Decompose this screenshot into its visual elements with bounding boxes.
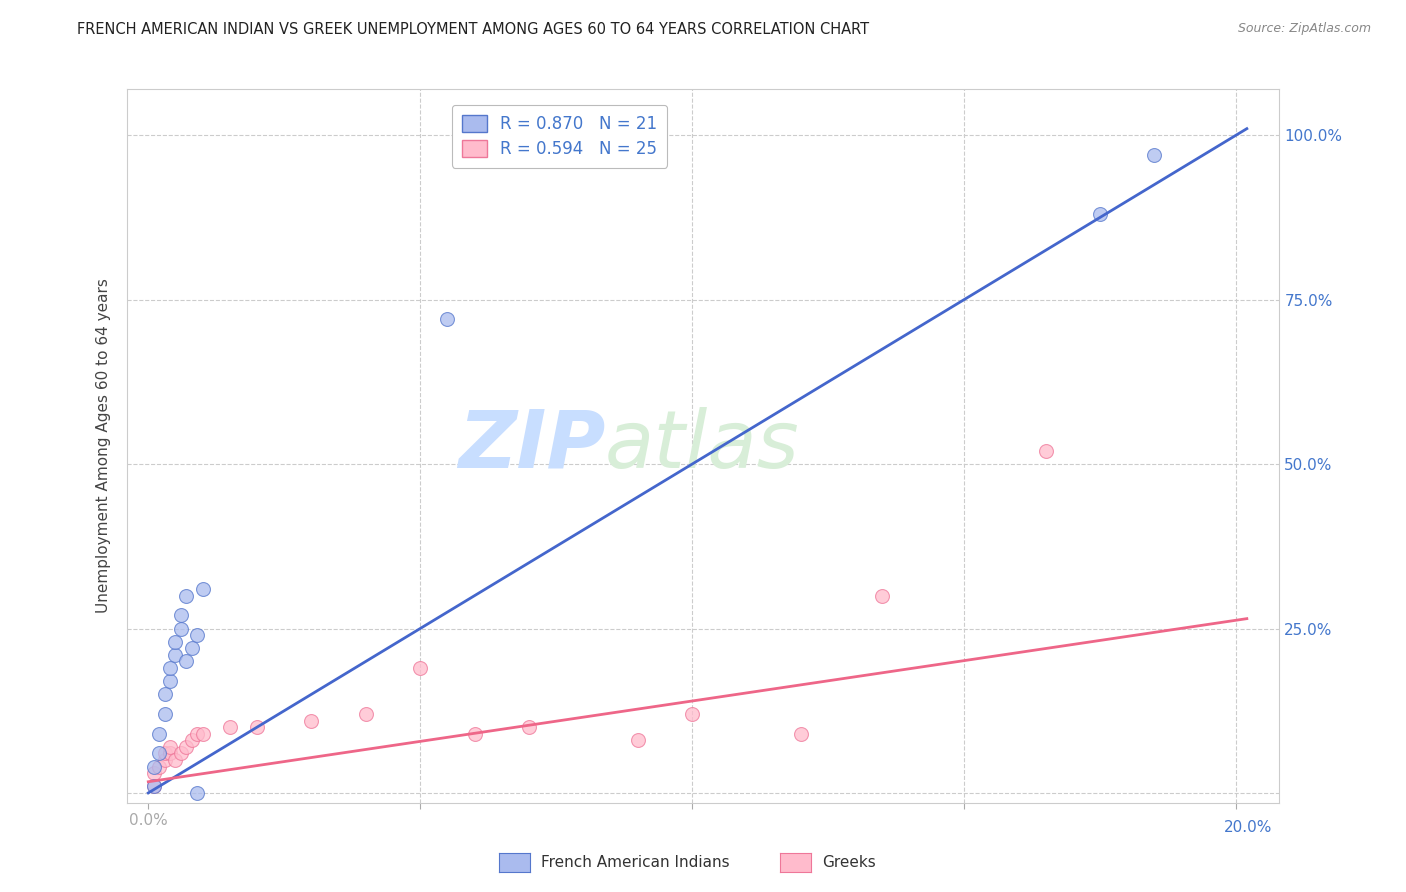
Point <box>436 312 458 326</box>
Point <box>354 706 377 721</box>
Point <box>1143 148 1166 162</box>
Point <box>176 739 198 754</box>
Point <box>1035 444 1057 458</box>
Point <box>191 582 214 596</box>
Point <box>159 739 181 754</box>
Point <box>246 720 269 734</box>
Point <box>142 780 165 794</box>
Point <box>148 727 170 741</box>
Point <box>1088 207 1111 221</box>
Point <box>517 720 540 734</box>
Point <box>153 747 176 761</box>
Point <box>153 753 176 767</box>
Point <box>627 733 650 747</box>
Y-axis label: Unemployment Among Ages 60 to 64 years: Unemployment Among Ages 60 to 64 years <box>96 278 111 614</box>
Text: 20.0%: 20.0% <box>1225 821 1272 835</box>
Point <box>186 727 208 741</box>
Point <box>148 759 170 773</box>
Point <box>790 727 813 741</box>
Text: FRENCH AMERICAN INDIAN VS GREEK UNEMPLOYMENT AMONG AGES 60 TO 64 YEARS CORRELATI: FRENCH AMERICAN INDIAN VS GREEK UNEMPLOY… <box>77 22 869 37</box>
Point <box>180 641 202 656</box>
Point <box>191 727 214 741</box>
Point <box>148 747 170 761</box>
Point <box>176 654 198 668</box>
Point <box>186 786 208 800</box>
Point <box>218 720 240 734</box>
Point <box>153 706 176 721</box>
Text: Greeks: Greeks <box>823 855 876 870</box>
Point <box>165 753 187 767</box>
Point <box>301 714 323 728</box>
Text: Source: ZipAtlas.com: Source: ZipAtlas.com <box>1237 22 1371 36</box>
Point <box>464 727 486 741</box>
Point <box>170 622 193 636</box>
Point <box>170 608 193 623</box>
Point <box>159 674 181 689</box>
Text: ZIP: ZIP <box>457 407 605 485</box>
Point <box>176 589 198 603</box>
Point <box>165 648 187 662</box>
Point <box>186 628 208 642</box>
Point <box>409 661 432 675</box>
Point <box>872 589 894 603</box>
Point <box>681 706 703 721</box>
Point <box>142 766 165 780</box>
Text: atlas: atlas <box>605 407 800 485</box>
Point <box>159 747 181 761</box>
Text: French American Indians: French American Indians <box>541 855 730 870</box>
Point <box>165 634 187 648</box>
Point <box>159 661 181 675</box>
Legend: R = 0.870   N = 21, R = 0.594   N = 25: R = 0.870 N = 21, R = 0.594 N = 25 <box>451 104 668 168</box>
Point <box>142 780 165 794</box>
Point <box>142 759 165 773</box>
Point <box>153 687 176 701</box>
Point <box>170 747 193 761</box>
Point <box>180 733 202 747</box>
